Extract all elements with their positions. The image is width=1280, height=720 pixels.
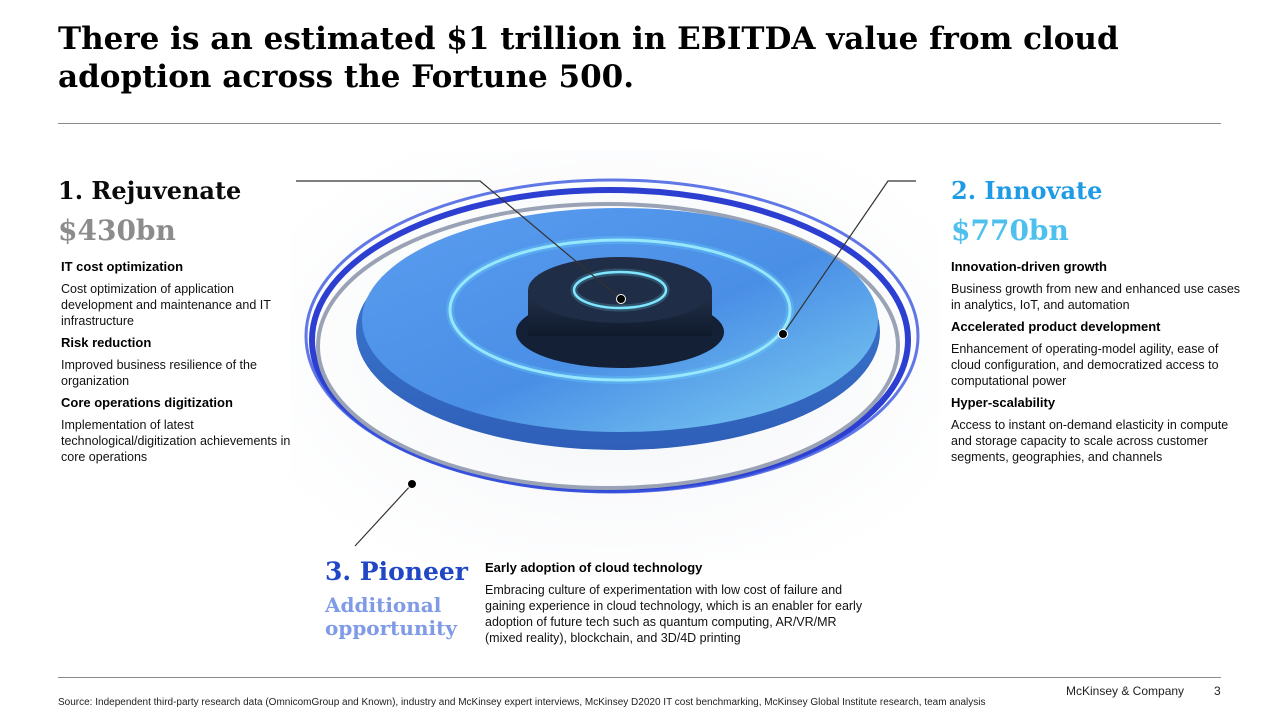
- innovate-title: 2. Innovate: [951, 176, 1103, 205]
- innovate-item-desc: Access to instant on-demand elasticity i…: [951, 418, 1229, 464]
- innovate-item-title: Innovation-driven growth: [951, 259, 1107, 274]
- pioneer-detail: Early adoption of cloud technology Embra…: [485, 560, 865, 652]
- rejuvenate-item-title: Risk reduction: [61, 335, 152, 350]
- cloud-disc-illustration: [290, 150, 940, 560]
- rejuvenate-section: 1. Rejuvenate $430bn IT cost optimizatio…: [58, 175, 298, 471]
- page-title: There is an estimated $1 trillion in EBI…: [58, 21, 1119, 95]
- innovate-item-desc: Business growth from new and enhanced us…: [951, 282, 1241, 312]
- rejuvenate-item-desc: Improved business resilience of the orga…: [61, 358, 257, 388]
- title-divider: [58, 123, 1221, 124]
- innovate-value: $770bn: [951, 214, 1069, 247]
- brand-name: McKinsey & Company: [1066, 684, 1185, 698]
- innovate-item-desc: Enhancement of operating-model agility, …: [951, 342, 1219, 388]
- rejuvenate-items: IT cost optimization Cost optimization o…: [58, 259, 298, 465]
- innovate-item-title: Hyper-scalability: [951, 395, 1056, 410]
- rejuvenate-item-desc: Cost optimization of application develop…: [61, 282, 271, 328]
- rejuvenate-item-desc: Implementation of latest technological/d…: [61, 418, 291, 464]
- rejuvenate-item-title: Core operations digitization: [61, 395, 233, 410]
- pioneer-item-title: Early adoption of cloud technology: [485, 560, 703, 575]
- pioneer-title: 3. Pioneer: [325, 557, 468, 586]
- pioneer-item-desc: Embracing culture of experimentation wit…: [485, 583, 863, 645]
- page-number: 3: [1214, 684, 1221, 698]
- innovate-item-title: Accelerated product development: [951, 319, 1161, 334]
- rejuvenate-value: $430bn: [58, 214, 176, 247]
- innovate-items: Innovation-driven growth Business growth…: [951, 259, 1251, 465]
- pioneer-subtitle: Additional opportunity: [325, 593, 457, 640]
- source-note: Source: Independent third-party research…: [58, 697, 986, 708]
- rejuvenate-title: 1. Rejuvenate: [58, 176, 242, 205]
- innovate-section: 2. Innovate $770bn Innovation-driven gro…: [951, 175, 1251, 471]
- pioneer-section: 3. Pioneer Additional opportunity: [325, 556, 475, 640]
- rejuvenate-item-title: IT cost optimization: [61, 259, 184, 274]
- footer-divider: [58, 677, 1221, 678]
